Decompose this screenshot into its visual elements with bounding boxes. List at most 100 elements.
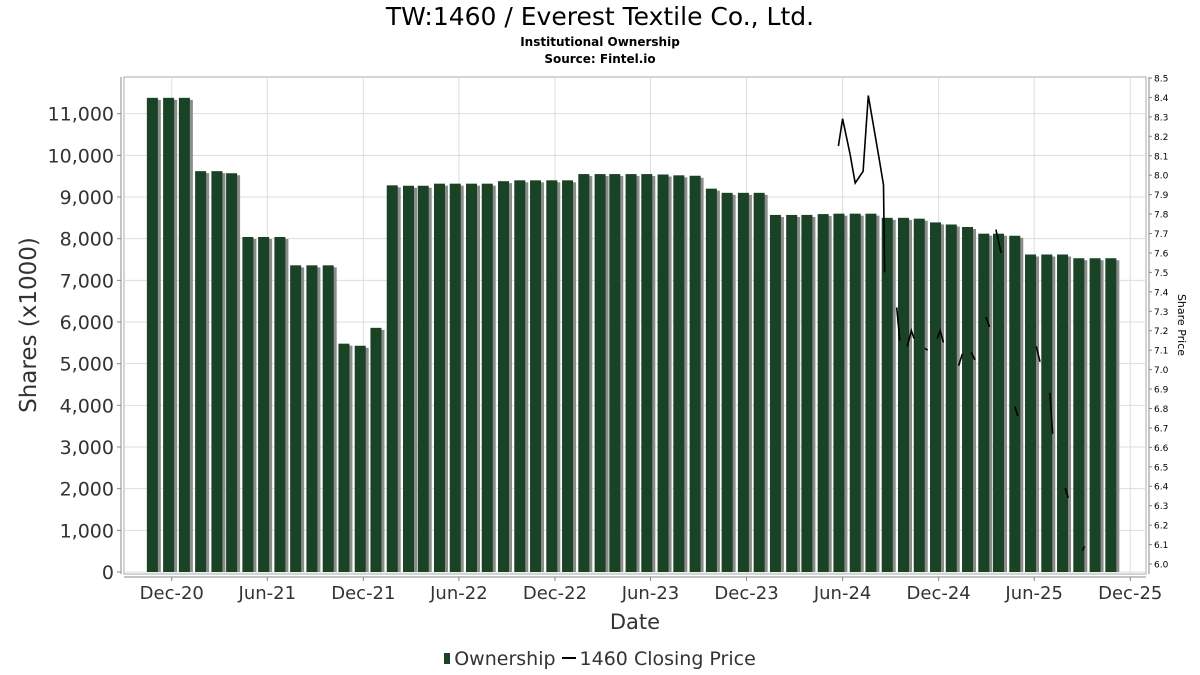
y2-tick-label: 6.3 [1154, 502, 1168, 512]
y2-tick-label: 6.4 [1154, 483, 1169, 493]
ownership-bar [786, 214, 798, 572]
ownership-bar [769, 214, 781, 572]
legend-price: 1460 Closing Price [579, 648, 756, 670]
ownership-bar [865, 213, 877, 572]
ownership-bar [163, 97, 175, 572]
ownership-bar [146, 97, 158, 572]
ownership-bar [178, 97, 190, 572]
chart-title: TW:1460 / Everest Textile Co., Ltd. [385, 2, 815, 31]
y-tick-label: 2,000 [60, 479, 114, 501]
y-axis-left: 0 1,000 2,000 3,000 4,000 5,000 6,000 7,000 8,00… [48, 77, 122, 584]
y-tick-label: 6,000 [60, 312, 114, 334]
ownership-bar [514, 180, 526, 573]
ownership-bar [530, 180, 542, 573]
ownership-bar [226, 173, 238, 572]
ownership-bar [721, 192, 733, 573]
ownership-bar [449, 183, 461, 572]
ownership-bar [978, 233, 990, 572]
ownership-bar [753, 192, 765, 573]
ownership-bar [993, 233, 1005, 572]
y2-tick-label: 7.7 [1154, 230, 1168, 240]
ownership-bar [913, 218, 925, 572]
ownership-bar [625, 174, 637, 573]
x-tick-label: Dec-25 [1098, 583, 1162, 604]
price-line-segment [995, 229, 1002, 254]
ownership-bar [930, 222, 942, 572]
x-tick-label: Jun-24 [813, 583, 872, 604]
ownership-bar [403, 185, 415, 572]
y-tick-label: 4,000 [60, 395, 114, 417]
price-line-segment [970, 351, 976, 361]
ownership-bar [1009, 235, 1021, 572]
ownership-bar [705, 188, 717, 572]
ownership-bar [354, 345, 366, 572]
y2-tick-label: 8.4 [1154, 94, 1169, 104]
y-tick-label: 5,000 [60, 354, 114, 376]
chart-subtitle: Institutional Ownership [520, 35, 680, 49]
ownership-bar [433, 183, 445, 572]
ownership-bar [945, 224, 957, 572]
price-line-segment [1064, 487, 1070, 499]
y-tick-label: 11,000 [48, 104, 114, 126]
ownership-bar [737, 192, 749, 573]
legend: Ownership 1460 Closing Price [0, 648, 1200, 670]
ownership-bar [1025, 254, 1037, 572]
y-tick-label: 9,000 [60, 187, 114, 209]
price-line-segment [1014, 406, 1019, 417]
x-tick-label: Dec-22 [523, 583, 587, 604]
y2-tick-label: 6.0 [1154, 561, 1169, 571]
y2-tick-label: 6.7 [1154, 424, 1168, 434]
x-tick-label: Dec-20 [140, 583, 204, 604]
ownership-bar [897, 217, 909, 573]
y2-tick-label: 7.0 [1154, 366, 1169, 376]
ownership-bar [801, 214, 813, 572]
y-tick-label: 7,000 [60, 270, 114, 292]
ownership-bar [1073, 258, 1085, 572]
y-tick-label: 3,000 [60, 437, 114, 459]
ownership-legend-swatch [444, 653, 451, 664]
ownership-bar [338, 343, 350, 572]
price-line-segment [936, 328, 945, 343]
x-axis-label: Date [610, 610, 660, 634]
ownership-bar [562, 180, 574, 573]
ownership-bar [290, 265, 302, 572]
y2-tick-label: 6.8 [1154, 405, 1169, 415]
ownership-bar [211, 171, 223, 572]
ownership-bar [1041, 254, 1053, 572]
y-tick-label: 8,000 [60, 229, 114, 251]
ownership-bar [258, 237, 270, 572]
ownership-bar [594, 174, 606, 573]
ownership-bar [817, 214, 829, 573]
x-tick-label: Jun-23 [621, 583, 680, 604]
y2-tick-label: 8.3 [1154, 113, 1168, 123]
y2-tick-label: 6.1 [1154, 541, 1168, 551]
ownership-bar [322, 265, 334, 572]
ownership-bar [881, 217, 893, 573]
x-axis: Dec-20 Jun-21 Dec-21 Jun-22 Dec-22 Jun-23 Dec-… [124, 576, 1162, 604]
price-line-segment [906, 327, 915, 347]
price-line-segment [957, 353, 964, 366]
ownership-bar [498, 181, 510, 572]
y2-tick-label: 7.4 [1154, 288, 1169, 298]
ownership-bar [641, 174, 653, 573]
ownership-bar [386, 185, 398, 573]
y-tick-label: 1,000 [60, 520, 114, 542]
ownership-bar [417, 185, 429, 572]
y2-tick-label: 7.9 [1154, 191, 1169, 201]
y2-tick-label: 8.0 [1154, 172, 1169, 182]
ownership-bar [962, 227, 974, 572]
y2-tick-label: 6.5 [1154, 463, 1168, 473]
y-tick-label: 0 [102, 562, 114, 584]
ownership-bar [195, 171, 207, 572]
y2-tick-label: 6.9 [1154, 386, 1169, 396]
ownership-bar [242, 237, 254, 572]
price-line-segment [1049, 392, 1054, 434]
price-line-segment [1035, 346, 1041, 362]
price-line [837, 95, 1086, 551]
price-line-segment [837, 95, 886, 273]
y2-tick-label: 6.2 [1154, 522, 1168, 532]
y2-tick-label: 7.6 [1154, 249, 1169, 259]
price-line-segment [924, 347, 929, 351]
y2-tick-label: 7.8 [1154, 211, 1169, 221]
